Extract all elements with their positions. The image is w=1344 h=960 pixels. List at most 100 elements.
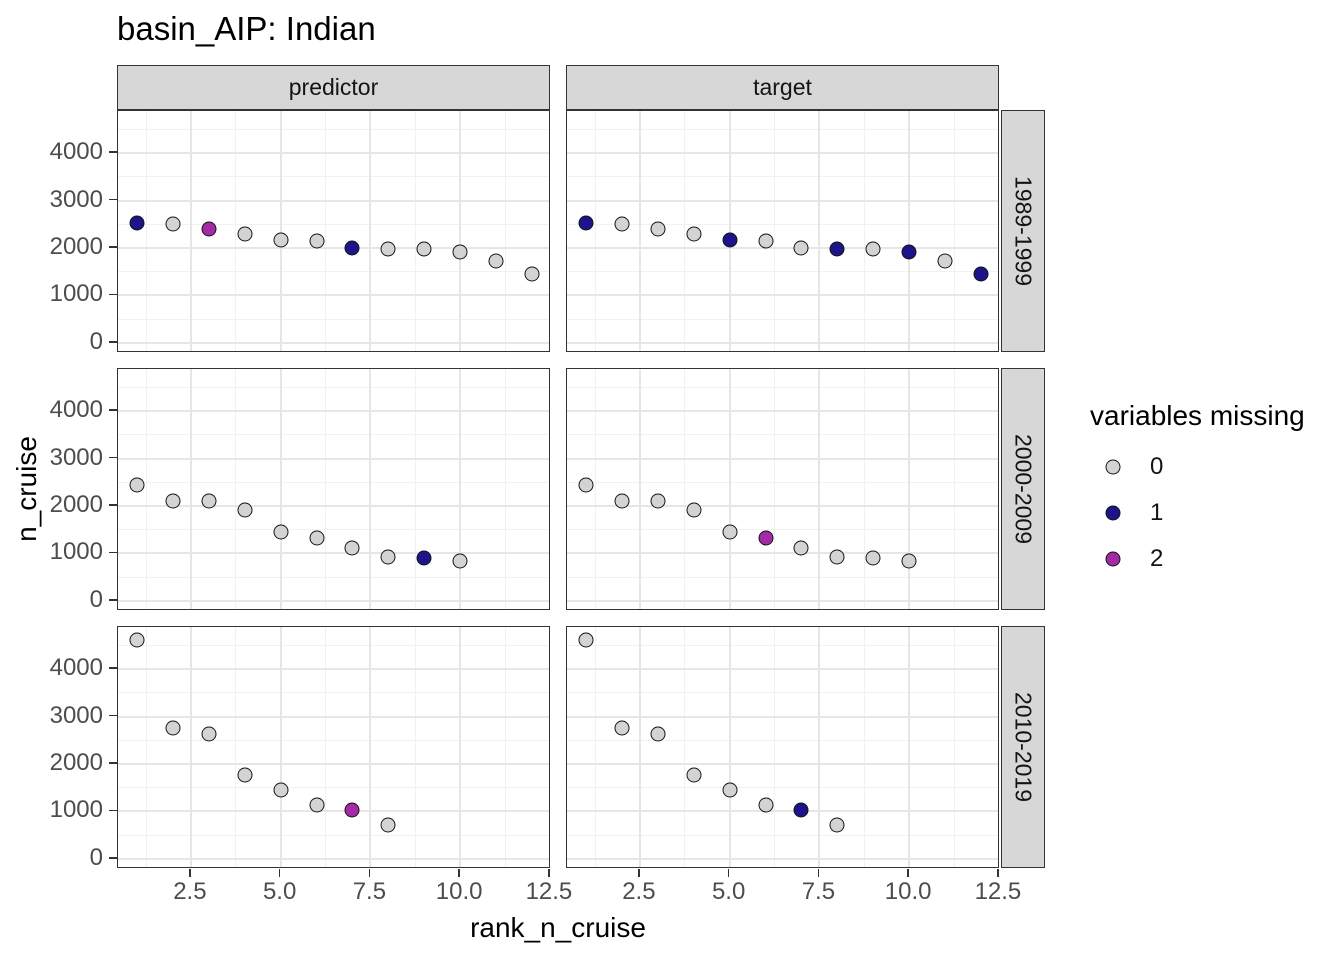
y-tick-mark <box>109 409 117 411</box>
data-point <box>201 221 217 237</box>
y-tick-label: 1000 <box>49 796 103 824</box>
gridline-major <box>548 369 549 609</box>
x-tick-mark <box>548 869 550 877</box>
data-point <box>578 632 594 648</box>
y-tick-label: 2000 <box>49 232 103 260</box>
gridline-major <box>279 369 282 609</box>
gridline-major <box>818 111 821 351</box>
gridline-minor <box>325 111 327 351</box>
data-point <box>901 244 917 260</box>
x-tick-mark <box>638 869 640 877</box>
y-tick-mark <box>109 341 117 343</box>
legend-entry-label: 2 <box>1150 545 1164 572</box>
gridline-major <box>118 504 549 507</box>
data-point <box>452 244 468 260</box>
gridline-minor <box>235 111 237 351</box>
facet-row-strip-2000-2009: 2000-2009 <box>1001 368 1045 610</box>
gridline-major <box>567 810 998 813</box>
data-point <box>201 726 217 742</box>
gridline-major <box>638 627 641 867</box>
gridline-major <box>567 552 998 555</box>
gridline-major <box>997 111 998 351</box>
y-tick-label: 3000 <box>49 701 103 729</box>
x-tick-mark <box>727 869 730 877</box>
gridline-major <box>118 762 549 765</box>
gridline-major <box>567 341 998 344</box>
gridline-major <box>118 410 549 413</box>
gridline-major <box>118 246 549 249</box>
y-tick-mark <box>109 504 117 506</box>
data-point <box>344 802 360 818</box>
gridline-minor <box>684 627 686 867</box>
gridline-minor <box>774 111 776 351</box>
data-point <box>865 241 881 257</box>
gridline-major <box>997 627 998 867</box>
panel-predictor-2000-2009 <box>117 368 550 610</box>
gridline-minor <box>118 834 549 836</box>
gridline-major <box>118 152 549 155</box>
facet-row-strip-label: 1989-1999 <box>1010 176 1037 286</box>
gridline-minor <box>863 369 865 609</box>
data-point <box>344 240 360 256</box>
y-tick-mark <box>109 198 117 201</box>
y-tick-label: 0 <box>89 843 103 871</box>
gridline-minor <box>567 386 998 388</box>
legend-entry-label: 0 <box>1150 453 1164 480</box>
gridline-major <box>567 762 998 765</box>
gridline-minor <box>567 318 998 320</box>
data-point <box>758 233 774 249</box>
gridline-major <box>567 294 998 297</box>
panel-predictor-2010-2019 <box>117 626 550 868</box>
y-tick-mark <box>109 151 117 153</box>
data-point <box>686 502 702 518</box>
gridline-major <box>118 668 549 671</box>
y-tick-label: 4000 <box>49 138 103 166</box>
gridline-major <box>118 599 549 602</box>
gridline-minor <box>567 787 998 789</box>
facet-row-strip-label: 2000-2009 <box>1010 434 1037 544</box>
gridline-major <box>567 715 998 718</box>
x-tick-label: 5.0 <box>711 878 746 905</box>
data-point <box>578 477 594 493</box>
x-tick-label: 7.5 <box>352 878 387 905</box>
gridline-major <box>189 111 192 351</box>
y-tick-mark <box>109 667 117 669</box>
gridline-minor <box>567 739 998 741</box>
gridline-minor <box>504 627 506 867</box>
x-tick-mark <box>997 869 999 877</box>
gridline-minor <box>414 111 416 351</box>
x-tick-label: 10.0 <box>435 878 483 905</box>
data-point <box>273 232 289 248</box>
data-point <box>129 215 145 231</box>
panel-target-2010-2019 <box>566 626 999 868</box>
y-tick-label: 3000 <box>49 443 103 471</box>
gridline-major <box>567 599 998 602</box>
gridline-major <box>908 627 911 867</box>
data-point <box>650 221 666 237</box>
gridline-major <box>567 857 998 860</box>
gridline-minor <box>325 627 327 867</box>
data-point <box>524 266 540 282</box>
gridline-minor <box>567 128 998 130</box>
gridline-minor <box>325 369 327 609</box>
gridline-major <box>818 369 821 609</box>
x-tick-label: 2.5 <box>622 878 656 905</box>
gridline-minor <box>567 692 998 694</box>
gridline-major <box>728 627 731 867</box>
gridline-minor <box>118 128 549 130</box>
gridline-minor <box>567 529 998 531</box>
data-point <box>165 720 181 736</box>
gridline-major <box>567 246 998 249</box>
gridline-major <box>638 111 641 351</box>
data-point <box>380 549 396 565</box>
gridline-major <box>459 111 462 351</box>
gridline-minor <box>414 369 416 609</box>
x-tick-label: 10.0 <box>884 878 932 905</box>
gridline-minor <box>953 369 955 609</box>
data-point <box>614 216 630 232</box>
data-point <box>380 817 396 833</box>
gridline-minor <box>235 369 237 609</box>
data-point <box>829 817 845 833</box>
data-point <box>309 233 325 249</box>
data-point <box>722 524 738 540</box>
